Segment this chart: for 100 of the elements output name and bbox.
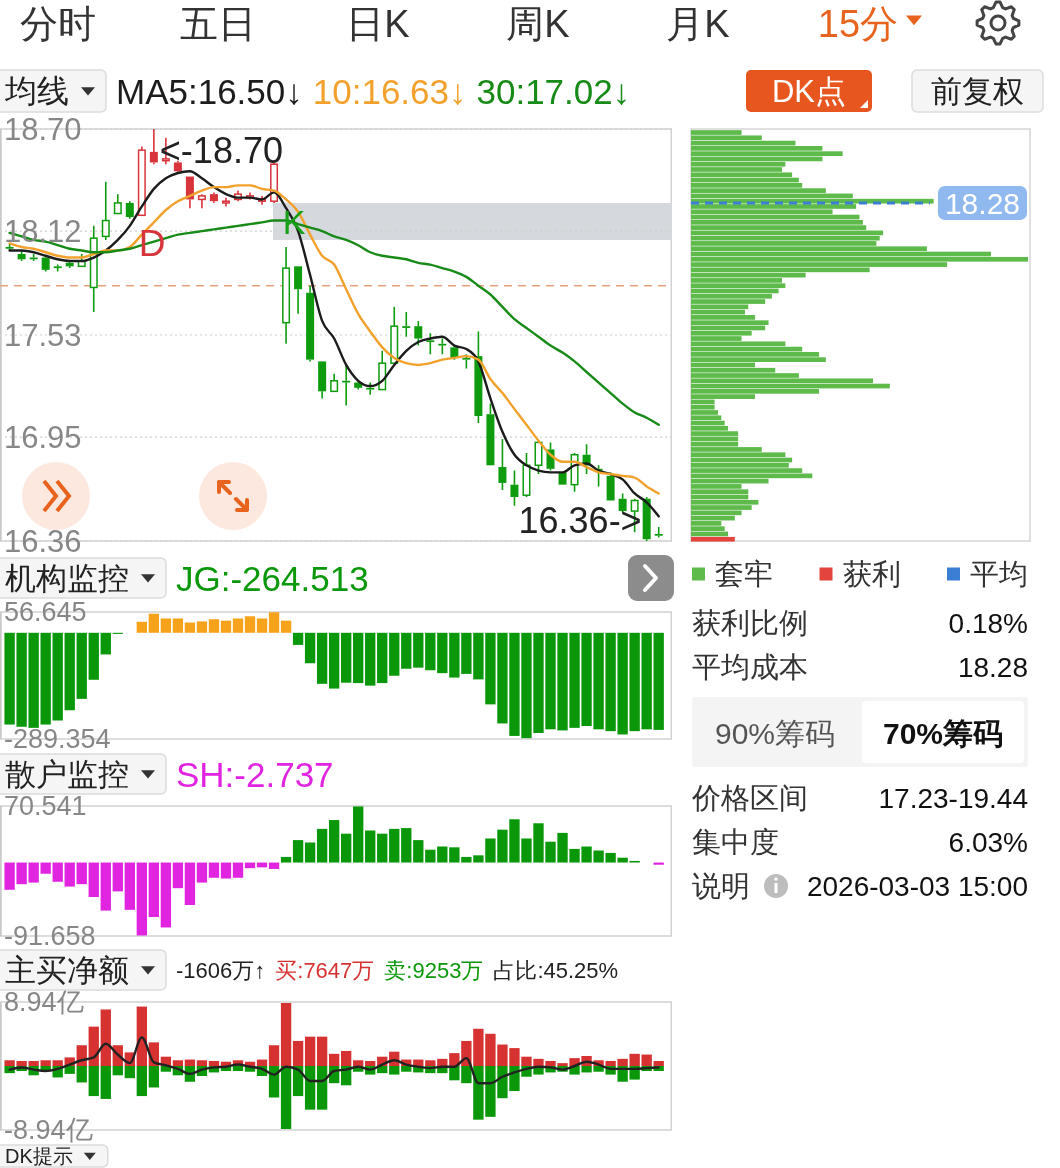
text: 占比:45.25% [493, 957, 619, 983]
candlestick [342, 364, 351, 407]
bar [389, 632, 400, 676]
bar [268, 1045, 280, 1066]
y-tick-label: 8.94亿 [4, 987, 84, 1017]
y-tick-label: 18.12 [4, 213, 82, 249]
bar [124, 862, 135, 910]
bar [64, 632, 75, 711]
bar [316, 1036, 328, 1066]
candlestick [113, 193, 122, 215]
bar [112, 862, 123, 892]
bar [365, 632, 376, 686]
text: 90%筹码 [714, 716, 836, 750]
bar [76, 632, 87, 699]
bar [208, 619, 220, 633]
bar [52, 1060, 63, 1066]
text: 10:16.63↓ [312, 71, 467, 111]
bar [413, 840, 424, 863]
bar [365, 830, 376, 863]
bar [88, 1066, 99, 1097]
bar [353, 632, 364, 684]
bar [641, 1054, 652, 1066]
text: 集中度 [692, 826, 779, 858]
bar [100, 1009, 111, 1066]
candlestick [366, 381, 375, 396]
text: 2026-03-03 15:00 [806, 870, 1028, 902]
bar [40, 632, 51, 725]
bar [328, 1053, 340, 1066]
bar [341, 632, 352, 683]
bar [437, 846, 448, 863]
bar [268, 862, 280, 869]
text: 卖:9253万 [384, 957, 484, 983]
text: 18.28 [957, 651, 1028, 683]
candlestick [318, 361, 327, 400]
text: 30:17.02↓ [476, 71, 631, 111]
annotation: 18.28 [944, 186, 1020, 220]
bar [172, 618, 184, 633]
text: 五日 [180, 3, 256, 45]
y-tick-label: 16.95 [4, 419, 82, 455]
candlestick [101, 181, 110, 241]
bar [304, 632, 316, 664]
bar [292, 1040, 304, 1066]
bar [425, 849, 436, 863]
bar [172, 1060, 184, 1066]
text: DK点 [771, 73, 847, 109]
text: 获利比例 [692, 607, 808, 639]
bar [268, 612, 280, 633]
bar [232, 618, 244, 633]
legend-title: 主买净额 [5, 952, 129, 988]
bar [641, 632, 652, 730]
legend-label: 获利 [842, 558, 901, 590]
text: 17.23-19.44 [878, 782, 1028, 814]
bar [280, 1003, 292, 1066]
candlestick [510, 469, 519, 507]
bar [52, 632, 63, 721]
bar [328, 632, 340, 689]
bar [292, 632, 304, 645]
y-tick-label: -289.354 [4, 724, 111, 754]
y-tick-label: 70.541 [4, 791, 87, 821]
bar [389, 1066, 400, 1075]
candlestick [426, 332, 435, 356]
bar [124, 1066, 135, 1079]
bar [88, 632, 99, 680]
bar [256, 618, 268, 633]
text: 周K [506, 3, 570, 45]
bar [304, 1036, 316, 1066]
bar [280, 856, 292, 863]
bar [148, 613, 160, 633]
y-tick-label: 17.53 [4, 317, 82, 353]
candlestick [125, 200, 134, 220]
text: 价格区间 [691, 782, 808, 814]
bar [389, 828, 400, 863]
candlestick [282, 246, 291, 345]
legend-title: 机构监控 [5, 560, 129, 596]
bar [401, 828, 412, 863]
bar [40, 1060, 51, 1066]
series-label: 买:7647万 [275, 957, 375, 983]
bar [316, 632, 328, 684]
bar [100, 632, 111, 655]
series-label: SH:-2.737 [176, 754, 334, 794]
bar [244, 616, 256, 633]
bar [401, 1066, 412, 1072]
bar [160, 618, 172, 633]
bar [401, 632, 412, 669]
candlestick [209, 191, 218, 204]
bar [437, 632, 448, 674]
bar [292, 840, 304, 863]
text: 15分 [817, 3, 899, 45]
candlestick [197, 193, 206, 210]
bar [40, 862, 51, 874]
legend-title: 均线 [4, 73, 69, 109]
bar [208, 1060, 220, 1066]
bar [232, 1066, 244, 1072]
y-tick-label: -8.94亿 [4, 1115, 93, 1145]
bar [172, 862, 184, 889]
bar [196, 862, 208, 883]
bar [256, 1059, 268, 1066]
y-tick-label: 18.70 [4, 111, 82, 147]
text: 6.03% [948, 826, 1028, 858]
bar [425, 632, 436, 671]
